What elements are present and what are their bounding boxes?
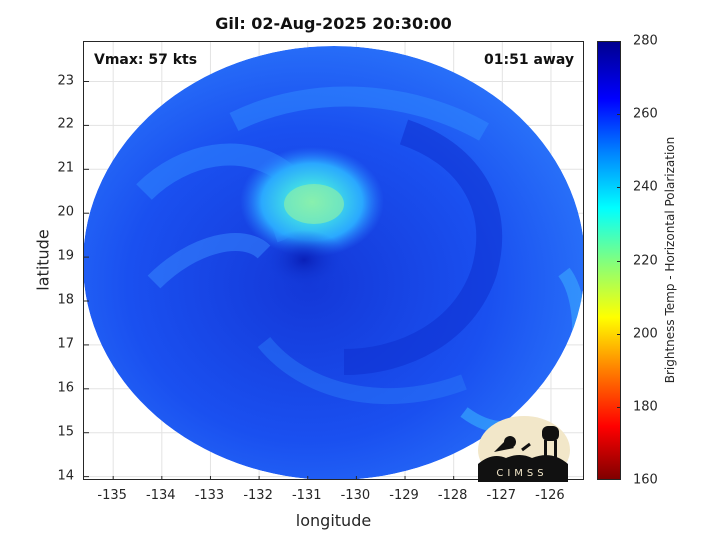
colorbar-tick-label: 220 [633,253,658,268]
y-tick-label: 17 [57,336,74,352]
x-tick-label: -128 [437,488,468,503]
x-tick-label: -126 [535,488,565,503]
figure-title: Gil: 02-Aug-2025 20:30:00 [215,14,452,33]
colorbar-tick-label: 200 [633,326,658,342]
colorbar-tick-label: 240 [633,179,658,195]
x-tick-label: -134 [146,488,176,503]
cimss-logo: CIMSS [478,416,570,482]
colorbar-tick [617,333,621,335]
colorbar-tick [617,187,621,189]
logo-text: CIMSS [496,468,547,479]
colorbar-tick-label: 280 [633,33,658,49]
colorbar-tick [617,406,621,408]
colorbar-tick-label: 180 [633,399,658,415]
colorbar-tick [617,260,621,262]
x-tick-label: -132 [243,488,273,503]
x-tick-label: -133 [194,488,225,503]
y-tick-label: 15 [57,424,74,440]
x-tick-label: -127 [486,488,517,503]
x-tick-label: -135 [97,488,127,503]
time-away-label: 01:51 away [484,52,574,68]
y-tick-label: 14 [57,468,74,484]
axis-ticks [84,81,552,479]
y-tick-label: 18 [57,292,74,308]
colorbar-tick [617,479,621,480]
x-tick-label: -130 [340,488,371,503]
x-axis-label: longitude [295,511,372,530]
y-tick-label: 19 [57,248,74,264]
y-tick-label: 20 [57,204,74,220]
y-axis-label: latitude [33,229,53,291]
colorbar-tick-label: 260 [633,106,658,122]
colorbar-tick-label: 160 [633,472,658,488]
y-tick-label: 22 [57,116,74,132]
satellite-image [84,42,583,479]
x-tick-label: -131 [291,488,322,503]
vmax-label: Vmax: 57 kts [94,52,198,68]
y-tick-label: 16 [57,380,74,396]
x-tick-label: -129 [389,488,419,503]
colorbar-label: Brightness Temp - Horizontal Polarizatio… [663,136,677,384]
colorbar-tick [617,114,621,116]
colorbar-tick [617,41,621,42]
y-tick-label: 23 [57,73,74,88]
plot-area: Vmax: 57 kts 01:51 away [83,41,584,480]
y-tick-label: 21 [57,160,74,176]
